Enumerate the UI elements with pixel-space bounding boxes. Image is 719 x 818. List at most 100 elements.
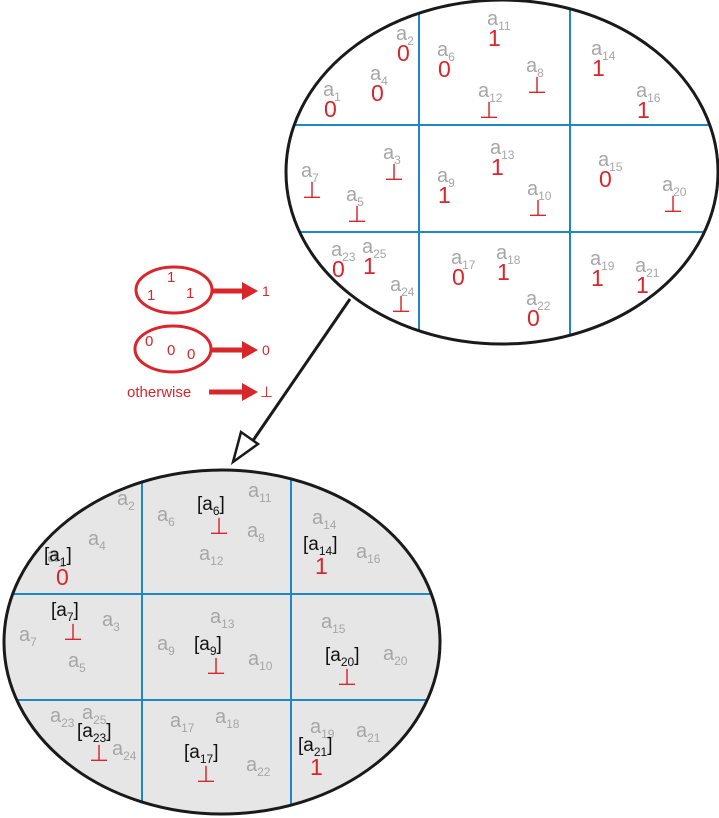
legend-arrow-icon	[242, 282, 258, 300]
agent-name: a9	[157, 633, 175, 658]
agent-name: a20	[662, 174, 687, 199]
agent-name: a8	[526, 55, 544, 80]
legend-input-value: 0	[167, 342, 175, 359]
agent-a9: a9	[157, 633, 175, 658]
agent-name: a13	[210, 606, 235, 631]
representative-open: [	[298, 735, 304, 756]
representative-close: ]	[327, 735, 332, 756]
representative-value: ⊥	[337, 664, 357, 690]
agent-base: a	[170, 710, 182, 732]
representative-close: ]	[67, 545, 72, 566]
agent-name: a16	[636, 80, 661, 105]
agent-base: a	[82, 702, 94, 724]
representative-base: a	[303, 735, 314, 756]
agent-name: a19	[310, 716, 335, 741]
agent-base: a	[662, 174, 674, 196]
representative-name: [a21]	[298, 735, 333, 759]
agent-name: a14	[312, 507, 337, 532]
agent-name: a10	[248, 648, 273, 673]
legend-rule-ones: 1 1 1 1	[134, 265, 270, 315]
agent-name: a3	[383, 142, 401, 167]
agent-value: 0	[332, 256, 345, 282]
representative-base: a	[189, 742, 200, 763]
agent-name: a24	[390, 274, 415, 299]
representative-base: a	[82, 721, 93, 742]
representative-name: [a23]	[77, 721, 112, 745]
agent-base: a	[50, 705, 62, 727]
legend-input-value: 1	[186, 285, 194, 302]
agent-base: a	[246, 754, 258, 776]
representative-close: ]	[332, 534, 337, 555]
representative-value: ⊥	[209, 513, 229, 539]
representative-value: ⊥	[206, 653, 226, 679]
agent-name: a1	[47, 545, 65, 570]
agent-value: 1	[637, 97, 650, 123]
agent-base: a	[590, 248, 602, 270]
agent-base: a	[157, 504, 169, 526]
agent-base: a	[248, 480, 260, 502]
representative-sub: 20	[341, 655, 355, 669]
agent-a25: a25	[82, 702, 107, 727]
representative-sub: 9	[210, 644, 217, 658]
agent-base: a	[247, 520, 259, 542]
agent-value: 1	[591, 265, 604, 291]
agent-subscript: 6	[168, 515, 175, 529]
legend-output-value: 0	[262, 342, 270, 358]
agent-name: a24	[112, 738, 137, 763]
agent-name: a7	[19, 624, 37, 649]
top-agent-labels: a10a20a40a60a111a8⊥a12⊥a141a161a7⊥a3⊥a5⊥…	[301, 8, 687, 331]
representative-open: [	[184, 742, 190, 763]
representative-a20: [a20]⊥	[325, 645, 360, 690]
agent-subscript: 23	[342, 250, 356, 264]
agent-value: 0	[397, 40, 410, 66]
agent-subscript: 5	[79, 661, 86, 675]
representative-value: 1	[315, 553, 328, 579]
agent-name: a12	[199, 543, 224, 568]
representative-open: [	[51, 600, 57, 621]
agent-name: a25	[362, 236, 387, 261]
agent-name: a5	[68, 650, 86, 675]
agent-subscript: 15	[609, 160, 623, 174]
agent-subscript: 11	[259, 491, 272, 505]
agent-a7: a7⊥	[301, 160, 322, 203]
agent-a23: a23	[50, 705, 75, 730]
legend: 1 1 1 1 0 0 0 0 otherwise ⊥	[127, 265, 273, 401]
agent-a24: a24⊥	[390, 274, 415, 317]
representative-a9: [a9]⊥	[194, 634, 226, 679]
representative-name: [a17]	[184, 742, 219, 766]
agent-name: a2	[117, 488, 135, 513]
agent-subscript: 24	[123, 749, 137, 763]
representative-value: ⊥	[89, 740, 109, 766]
agent-a17: a17	[170, 710, 195, 735]
agent-base: a	[210, 606, 222, 628]
representative-sub: 14	[319, 544, 333, 558]
agent-value: ⊥	[479, 97, 499, 123]
agent-a8: a8	[247, 520, 265, 545]
agent-a20: a20⊥	[662, 174, 687, 217]
agent-subscript: 15	[332, 622, 346, 636]
agent-value: 1	[636, 272, 649, 298]
agent-name: a16	[356, 541, 381, 566]
representative-a23: [a23]⊥	[77, 721, 112, 766]
agent-subscript: 3	[394, 153, 401, 167]
legend-otherwise-label: otherwise	[127, 384, 191, 401]
representative-close: ]	[354, 645, 359, 666]
agent-base: a	[68, 650, 80, 672]
agent-a18: a18	[215, 706, 240, 731]
agent-a15: a15	[321, 611, 346, 636]
agent-name: a10	[527, 178, 552, 203]
legend-rule-zeros: 0 0 0 0	[133, 324, 270, 374]
agent-subscript: 2	[407, 34, 414, 48]
agent-name: a9	[437, 165, 455, 190]
agent-a24: a24	[112, 738, 137, 763]
agent-base: a	[635, 255, 647, 277]
legend-arrow-icon	[242, 341, 258, 359]
agent-value: ⊥	[391, 291, 411, 317]
agent-name: a4	[88, 528, 106, 553]
zoom-arrow	[230, 298, 352, 466]
agent-base: a	[598, 149, 610, 171]
agent-subscript: 9	[448, 176, 455, 190]
